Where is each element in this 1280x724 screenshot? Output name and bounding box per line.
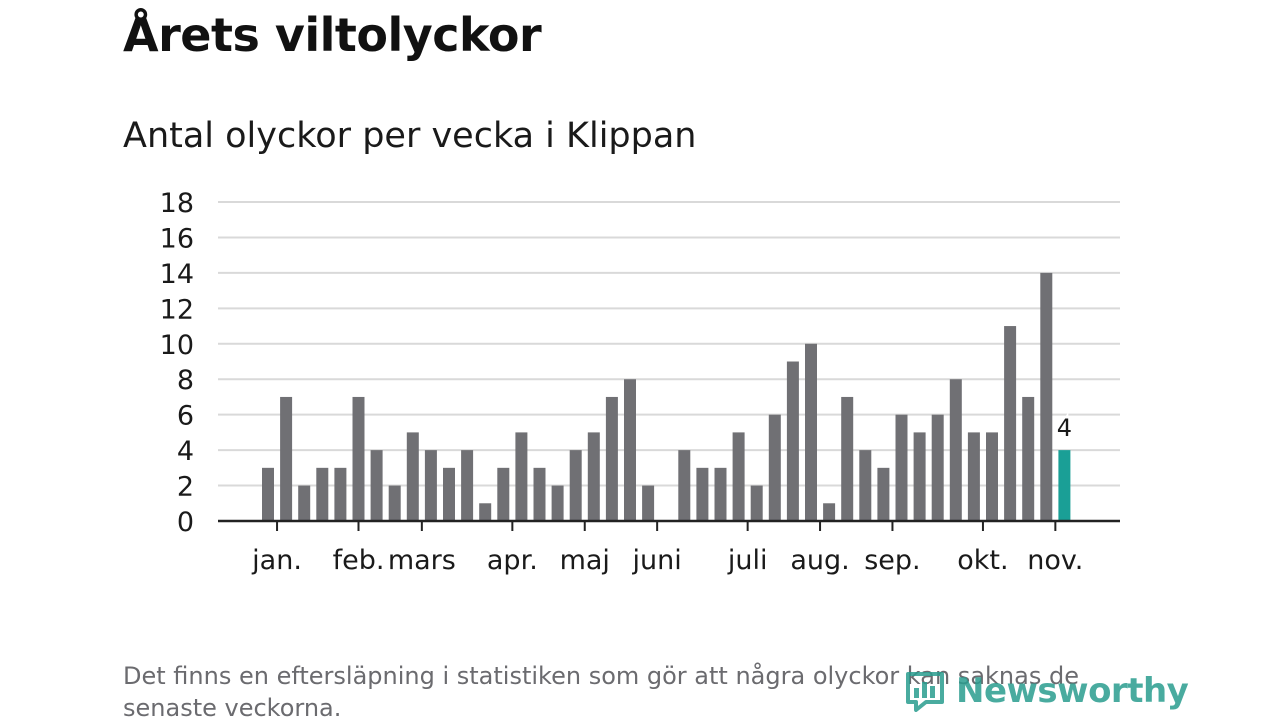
bar (732, 432, 745, 521)
bar (370, 450, 383, 521)
x-tick-label: apr. (487, 545, 538, 576)
x-tick-label: feb. (333, 545, 385, 576)
x-tick-label: maj (560, 545, 610, 576)
highlight-bar (1058, 450, 1071, 521)
grid-lines (218, 201, 1120, 487)
bar (931, 414, 944, 521)
bar (587, 432, 600, 521)
bar (877, 467, 890, 521)
bar (605, 396, 618, 521)
bar (1022, 396, 1035, 521)
y-tick-label: 18 (160, 188, 194, 219)
bar (352, 396, 365, 521)
bar (569, 450, 582, 521)
highlight-data-label: 4 (1057, 414, 1072, 442)
x-tick-label: mars (388, 545, 456, 576)
y-tick-label: 2 (177, 472, 194, 503)
bar (895, 414, 908, 521)
bar (841, 396, 854, 521)
chart-subtitle: Antal olyckor per vecka i Klippan (123, 116, 697, 156)
bar (823, 503, 836, 521)
bar (388, 485, 401, 521)
bar (551, 485, 564, 521)
x-axis-month-labels: jan. feb. mars apr. maj juni juli aug. sep. okt. n… (251, 545, 1083, 576)
y-axis-ticks: 0 2 4 6 8 10 12 14 16 18 (160, 188, 194, 538)
x-tick-label: okt. (957, 545, 1008, 576)
bar (859, 450, 872, 521)
bar (768, 414, 781, 521)
bar (642, 485, 655, 521)
x-axis (218, 519, 1120, 531)
y-tick-label: 6 (177, 401, 194, 432)
x-tick-label: jan. (251, 545, 302, 576)
bar (443, 467, 455, 521)
bar (497, 467, 510, 521)
y-tick-label: 16 (160, 223, 194, 254)
newsworthy-logo-icon (906, 672, 944, 712)
x-tick-label: nov. (1027, 545, 1083, 576)
bar (805, 343, 817, 521)
x-tick-label: sep. (864, 545, 920, 576)
bars (262, 272, 1071, 521)
y-tick-label: 12 (160, 294, 194, 325)
bar (515, 432, 528, 521)
bar (678, 450, 691, 521)
newsworthy-logo[interactable]: Newsworthy (902, 668, 1189, 714)
chart-title: Årets viltolyckor (123, 8, 542, 62)
bar (316, 467, 329, 521)
x-tick-label: juli (727, 545, 768, 576)
bar (461, 450, 474, 521)
bar (298, 485, 311, 521)
bar (714, 467, 727, 521)
bar (696, 467, 709, 521)
bar (786, 361, 799, 521)
bar (1040, 272, 1053, 521)
bar (1004, 326, 1017, 521)
bar (424, 450, 437, 521)
bar (986, 432, 998, 521)
x-tick-label: juni (632, 545, 682, 576)
bar (967, 432, 980, 521)
bar (262, 467, 274, 521)
y-tick-label: 4 (177, 436, 194, 467)
bar (624, 379, 636, 521)
bar (913, 432, 926, 521)
y-tick-label: 10 (160, 330, 194, 361)
y-tick-label: 0 (177, 507, 194, 538)
bar (406, 432, 419, 521)
logo-text: Newsworthy (956, 671, 1189, 711)
bar (750, 485, 763, 521)
y-tick-label: 8 (177, 365, 194, 396)
annotations: 4 (1054, 412, 1074, 445)
bar (533, 467, 546, 521)
y-tick-label: 14 (160, 259, 194, 290)
x-tick-label: aug. (790, 545, 849, 576)
bar (949, 379, 962, 521)
bar (479, 503, 492, 521)
bar (280, 396, 293, 521)
bar (334, 467, 347, 521)
